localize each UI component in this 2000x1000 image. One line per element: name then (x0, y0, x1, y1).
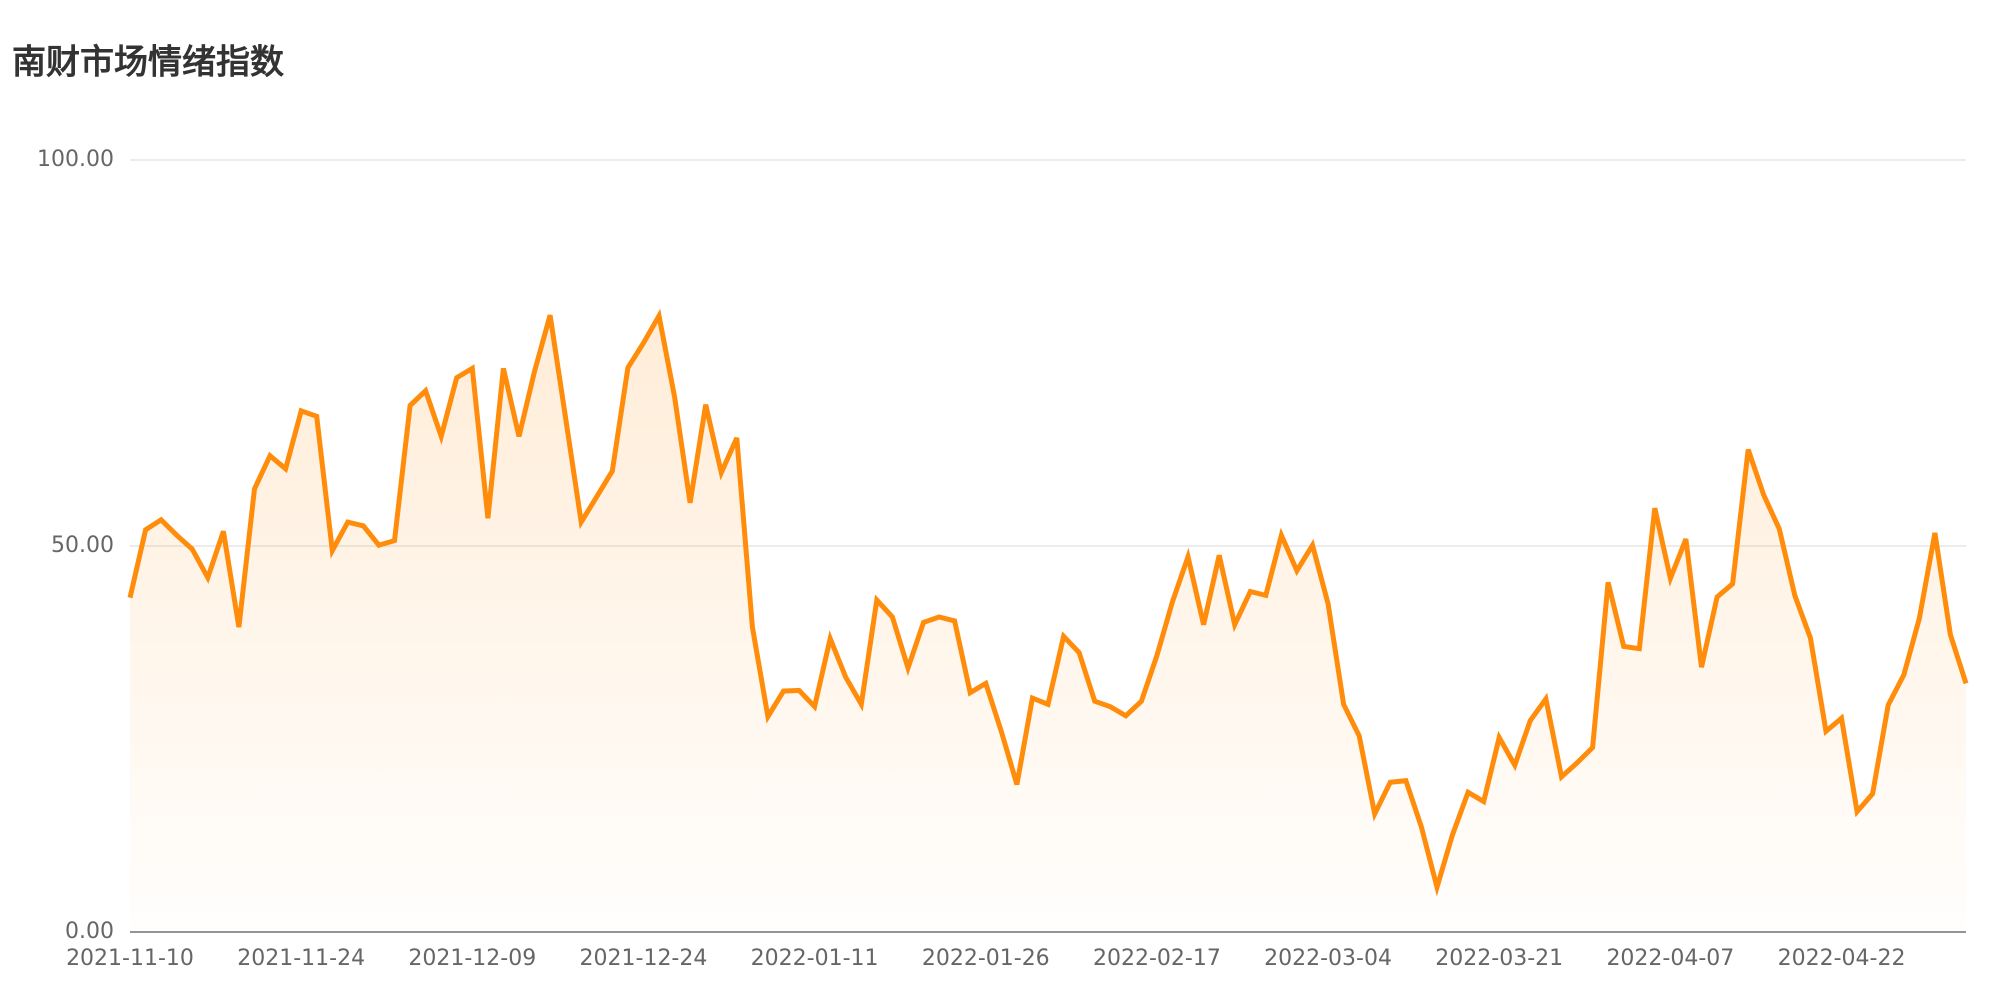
chart-title: 南财市场情绪指数 (12, 43, 284, 83)
x-tick-label: 2022-01-26 (922, 946, 1050, 971)
area (130, 315, 1966, 932)
x-tick-label: 2022-04-07 (1606, 946, 1734, 971)
y-tick-label: 50.00 (51, 533, 114, 558)
x-tick-label: 2021-12-09 (408, 946, 536, 971)
x-tick-label: 2022-02-17 (1093, 946, 1221, 971)
line (127, 308, 1969, 897)
y-tick-label: 0.00 (65, 919, 114, 944)
x-tick-label: 2022-04-22 (1778, 946, 1906, 971)
x-tick-label: 2022-03-21 (1435, 946, 1563, 971)
y-tick-label: 100.00 (37, 147, 114, 172)
x-tick-label: 2021-12-24 (580, 946, 708, 971)
x-tick-label: 2021-11-24 (237, 946, 365, 971)
x-tick-label: 2022-01-11 (751, 946, 879, 971)
x-tick-label: 2022-03-04 (1264, 946, 1392, 971)
x-tick-label: 2021-11-10 (66, 946, 194, 971)
